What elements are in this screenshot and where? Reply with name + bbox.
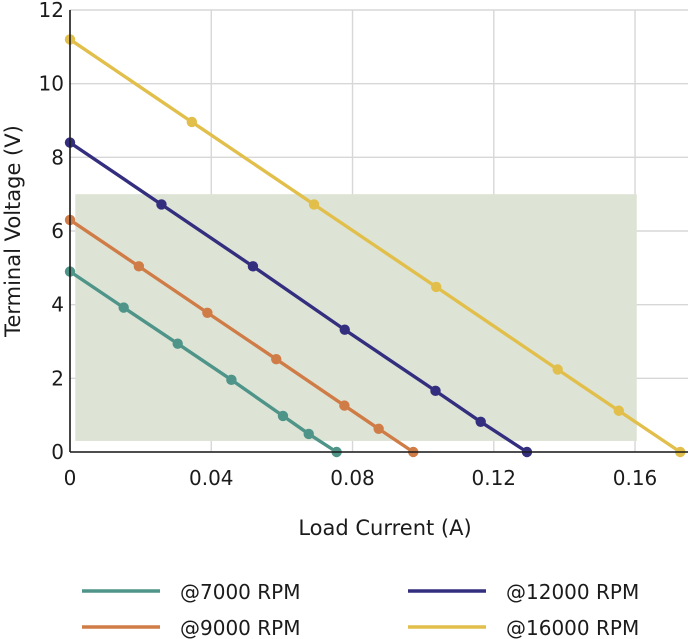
data-point (430, 385, 441, 397)
data-point (339, 324, 350, 335)
legend: @7000 RPM @9000 RPM @12000 RPM @16000 RPM (82, 580, 639, 639)
data-point (186, 116, 198, 128)
data-point (271, 353, 282, 365)
data-point (431, 281, 442, 293)
y-tick-label: 6 (51, 219, 64, 243)
series-4 (64, 34, 686, 458)
y-tick-labels: 0 2 4 6 8 10 12 (39, 0, 64, 464)
data-point (552, 364, 563, 375)
legend-label: @7000 RPM (180, 580, 300, 604)
x-axis-title: Load Current (A) (298, 516, 471, 540)
data-point (373, 423, 384, 434)
y-tick-label: 12 (39, 0, 64, 22)
data-point (156, 199, 167, 210)
data-point (303, 428, 314, 440)
y-tick-label: 2 (51, 366, 64, 390)
y-tick-label: 10 (39, 72, 64, 96)
x-tick-labels: 0 0.04 0.08 0.12 0.16 (64, 466, 658, 490)
y-tick-label: 0 (51, 440, 64, 464)
y-axis-title: Terminal Voltage (V) (1, 125, 25, 338)
data-point (277, 410, 289, 422)
series-1 (64, 266, 342, 458)
legend-label: @16000 RPM (506, 616, 639, 639)
data-point (247, 261, 259, 272)
x-tick-label: 0.12 (472, 466, 517, 490)
legend-item: @16000 RPM (408, 616, 639, 639)
data-point (172, 338, 183, 349)
data-point (475, 416, 486, 427)
highlight-region (75, 194, 637, 441)
legend-item: @9000 RPM (82, 616, 300, 639)
legend-label: @9000 RPM (180, 616, 300, 639)
series-2 (64, 214, 419, 458)
data-point (133, 261, 145, 272)
y-tick-label: 8 (51, 145, 64, 169)
data-point (339, 400, 350, 411)
x-tick-label: 0.04 (189, 466, 234, 490)
data-point (202, 307, 213, 318)
legend-item: @7000 RPM (82, 580, 300, 604)
axes (69, 10, 688, 453)
x-tick-label: 0 (64, 466, 77, 490)
series-3 (64, 137, 533, 458)
y-tick-label: 4 (51, 293, 64, 317)
data-point (226, 374, 237, 386)
x-tick-label: 0.16 (613, 466, 658, 490)
data-point (118, 302, 129, 313)
x-tick-label: 0.08 (330, 466, 375, 490)
series-layer (64, 34, 686, 458)
highlight-layer (75, 194, 637, 441)
data-point (308, 199, 320, 210)
data-point (613, 405, 624, 416)
legend-item: @12000 RPM (408, 580, 639, 604)
legend-label: @12000 RPM (506, 580, 639, 604)
